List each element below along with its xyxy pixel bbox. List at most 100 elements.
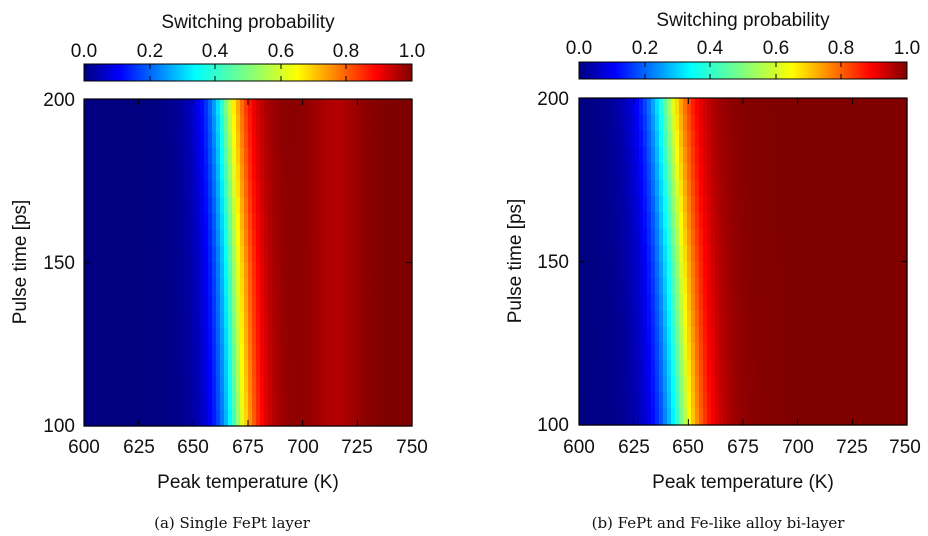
heatmap-cell bbox=[643, 375, 648, 393]
x-tick-label: 700 bbox=[782, 437, 814, 458]
heatmap-cell bbox=[272, 131, 277, 149]
heatmap-cell bbox=[731, 196, 736, 214]
heatmap-cell bbox=[172, 262, 177, 280]
heatmap-cell bbox=[823, 392, 828, 410]
heatmap-cell bbox=[807, 277, 812, 295]
heatmap-cell bbox=[655, 359, 660, 377]
heatmap-cell bbox=[703, 343, 708, 361]
heatmap-cell bbox=[132, 376, 137, 394]
heatmap-cell bbox=[200, 213, 205, 231]
heatmap-cell bbox=[316, 148, 321, 165]
heatmap-cell bbox=[615, 392, 620, 410]
heatmap-cell bbox=[647, 147, 652, 164]
heatmap-cell bbox=[835, 326, 840, 344]
heatmap-cell bbox=[296, 115, 301, 133]
heatmap-cell bbox=[667, 212, 672, 230]
heatmap-cell bbox=[683, 212, 688, 230]
heatmap-cell bbox=[679, 359, 684, 377]
heatmap-cell bbox=[627, 196, 632, 214]
heatmap-cell bbox=[304, 295, 309, 313]
heatmap-cell bbox=[124, 197, 129, 215]
heatmap-cell bbox=[320, 262, 325, 280]
heatmap-cell bbox=[763, 245, 768, 263]
heatmap-cell bbox=[823, 130, 828, 148]
heatmap-cell bbox=[787, 98, 792, 115]
heatmap-cell bbox=[591, 212, 596, 230]
heatmap-cell bbox=[324, 311, 329, 329]
heatmap-cell bbox=[168, 376, 173, 394]
heatmap-cell bbox=[771, 408, 776, 426]
heatmap-cell bbox=[775, 114, 780, 132]
heatmap-cell bbox=[831, 359, 836, 377]
heatmap-cell bbox=[631, 245, 636, 263]
heatmap-cell bbox=[903, 179, 908, 197]
heatmap-cell bbox=[823, 359, 828, 377]
heatmap-cell bbox=[324, 344, 329, 362]
heatmap-cell bbox=[128, 148, 133, 165]
heatmap-cell bbox=[875, 294, 880, 312]
heatmap-cell bbox=[651, 294, 656, 312]
heatmap-cell bbox=[603, 130, 608, 148]
heatmap-cell bbox=[579, 179, 584, 197]
heatmap-cell bbox=[172, 360, 177, 378]
heatmap-cell bbox=[116, 262, 121, 280]
heatmap-cell bbox=[715, 163, 720, 181]
heatmap-cell bbox=[783, 375, 788, 393]
heatmap-cell bbox=[184, 180, 189, 198]
heatmap-cell bbox=[132, 278, 137, 296]
heatmap-cell bbox=[160, 213, 165, 231]
heatmap-cell bbox=[843, 228, 848, 246]
heatmap-cell bbox=[228, 393, 233, 411]
heatmap-cell bbox=[747, 408, 752, 426]
heatmap-cell bbox=[276, 262, 281, 280]
heatmap-cell bbox=[352, 295, 357, 313]
heatmap-cell bbox=[815, 228, 820, 246]
heatmap-cell bbox=[747, 196, 752, 214]
heatmap-cell bbox=[787, 343, 792, 361]
heatmap-cell bbox=[603, 196, 608, 214]
heatmap-cell bbox=[120, 376, 125, 394]
heatmap-cell bbox=[779, 392, 784, 410]
heatmap-cell bbox=[819, 343, 824, 361]
heatmap-cell bbox=[591, 179, 596, 197]
heatmap-cell bbox=[639, 212, 644, 230]
heatmap-cell bbox=[332, 164, 337, 182]
heatmap-cell bbox=[200, 360, 205, 378]
heatmap-cell bbox=[260, 295, 265, 313]
heatmap-cell bbox=[583, 326, 588, 344]
heatmap-cell bbox=[380, 115, 385, 133]
heatmap-cell bbox=[172, 344, 177, 362]
heatmap-cell bbox=[591, 228, 596, 246]
heatmap-cell bbox=[300, 344, 305, 362]
heatmap-cell bbox=[579, 343, 584, 361]
heatmap-cell bbox=[835, 245, 840, 263]
heatmap-cell bbox=[799, 114, 804, 132]
heatmap-cell bbox=[148, 115, 153, 133]
heatmap-cell bbox=[603, 228, 608, 246]
heatmap-cell bbox=[891, 114, 896, 132]
heatmap-cell bbox=[116, 131, 121, 149]
heatmap-cell bbox=[695, 375, 700, 393]
heatmap-cell bbox=[384, 344, 389, 362]
heatmap-cell bbox=[803, 359, 808, 377]
heatmap-cell bbox=[583, 245, 588, 263]
heatmap-cell bbox=[400, 213, 405, 231]
heatmap-cell bbox=[747, 130, 752, 148]
heatmap-cell bbox=[903, 392, 908, 410]
heatmap-cell bbox=[392, 262, 397, 280]
heatmap-cell bbox=[152, 344, 157, 362]
heatmap-cell bbox=[84, 164, 89, 182]
heatmap-cell bbox=[615, 359, 620, 377]
heatmap-cell bbox=[631, 130, 636, 148]
heatmap-cell bbox=[611, 408, 616, 426]
heatmap-cell bbox=[615, 277, 620, 295]
heatmap-cell bbox=[212, 295, 217, 313]
heatmap-cell bbox=[148, 327, 153, 345]
heatmap-cell bbox=[252, 197, 257, 215]
heatmap-cell bbox=[707, 277, 712, 295]
heatmap-cell bbox=[248, 278, 253, 296]
heatmap-cell bbox=[288, 327, 293, 345]
heatmap-cell bbox=[184, 131, 189, 149]
heatmap-cell bbox=[356, 229, 361, 247]
heatmap-cell bbox=[180, 115, 185, 133]
